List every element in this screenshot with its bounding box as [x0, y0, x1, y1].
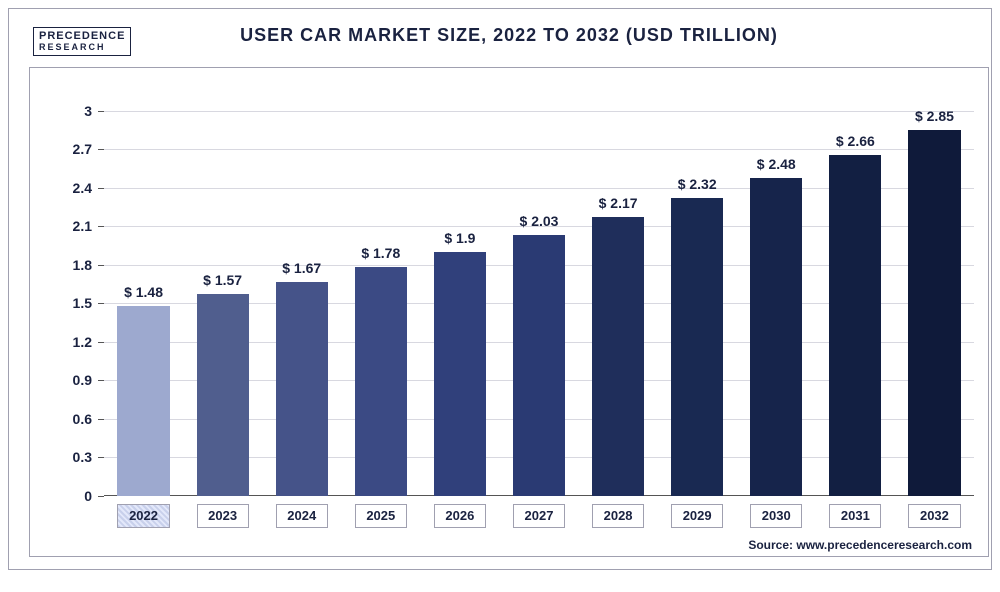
bar-value-label: $ 2.03: [508, 213, 571, 229]
y-tick-label: 0.6: [73, 411, 92, 427]
x-category: 2025: [355, 504, 407, 528]
y-tick-label: 2.4: [73, 180, 92, 196]
bar: $ 1.48: [117, 306, 169, 496]
bar-value-label: $ 2.32: [666, 176, 729, 192]
y-tick: [98, 149, 104, 150]
x-category: 2030: [750, 504, 802, 528]
x-category: 2026: [434, 504, 486, 528]
x-category: 2027: [513, 504, 565, 528]
y-tick-label: 2.7: [73, 141, 92, 157]
bar: $ 1.9: [434, 252, 486, 496]
bar: $ 2.66: [829, 155, 881, 497]
x-category: 2023: [197, 504, 249, 528]
bar: $ 2.17: [592, 217, 644, 496]
x-category: 2029: [671, 504, 723, 528]
bar-value-label: $ 1.67: [270, 260, 333, 276]
y-tick-label: 1.2: [73, 334, 92, 350]
bar-value-label: $ 2.48: [745, 156, 808, 172]
y-tick: [98, 457, 104, 458]
y-tick-label: 2.1: [73, 218, 92, 234]
bar: $ 2.32: [671, 198, 723, 496]
plot-frame: 0 0.3 0.6 0.9 1.2 1.5 1.8 2.1 2.4 2.7 3 $ 1.48 $ 1.5…: [29, 67, 989, 557]
bar-value-label: $ 1.9: [429, 230, 492, 246]
x-category: 2024: [276, 504, 328, 528]
bar-value-label: $ 2.17: [587, 195, 650, 211]
x-category: 2032: [908, 504, 960, 528]
y-tick: [98, 303, 104, 304]
bar-value-label: $ 1.57: [191, 272, 254, 288]
bar-value-label: $ 1.48: [112, 284, 175, 300]
x-category: 2031: [829, 504, 881, 528]
y-tick-label: 1.5: [73, 295, 92, 311]
bar-value-label: $ 2.85: [903, 108, 966, 124]
bar: $ 2.03: [513, 235, 565, 496]
bar: $ 2.48: [750, 178, 802, 496]
y-tick-label: 1.8: [73, 257, 92, 273]
y-tick: [98, 342, 104, 343]
chart-title: USER CAR MARKET SIZE, 2022 TO 2032 (USD …: [29, 25, 989, 46]
y-tick: [98, 111, 104, 112]
y-tick-label: 3: [84, 103, 92, 119]
bar: $ 1.57: [197, 294, 249, 496]
grid-line: [104, 111, 974, 112]
x-axis: 2022 2023 2024 2025 2026 2027 2028 2029 2030 2031…: [104, 504, 974, 534]
y-tick: [98, 380, 104, 381]
y-tick-label: 0.9: [73, 372, 92, 388]
plot-area: 00.30.60.91.21.51.82.12.42.73$ 1.48$ 1.5…: [104, 98, 974, 496]
y-tick: [98, 265, 104, 266]
y-tick: [98, 188, 104, 189]
x-category: 2028: [592, 504, 644, 528]
bar: $ 2.85: [908, 130, 960, 496]
y-tick: [98, 226, 104, 227]
y-tick: [98, 419, 104, 420]
bar: $ 1.78: [355, 267, 407, 496]
source-attribution: Source: www.precedenceresearch.com: [748, 538, 972, 552]
y-tick: [98, 496, 104, 497]
grid-line: [104, 149, 974, 150]
x-category: 2022: [117, 504, 169, 528]
y-tick-label: 0: [84, 488, 92, 504]
chart-outer-frame: PRECEDENCE RESEARCH USER CAR MARKET SIZE…: [8, 8, 992, 570]
bar: $ 1.67: [276, 282, 328, 496]
bar-value-label: $ 1.78: [349, 245, 412, 261]
y-tick-label: 0.3: [73, 449, 92, 465]
bar-value-label: $ 2.66: [824, 133, 887, 149]
